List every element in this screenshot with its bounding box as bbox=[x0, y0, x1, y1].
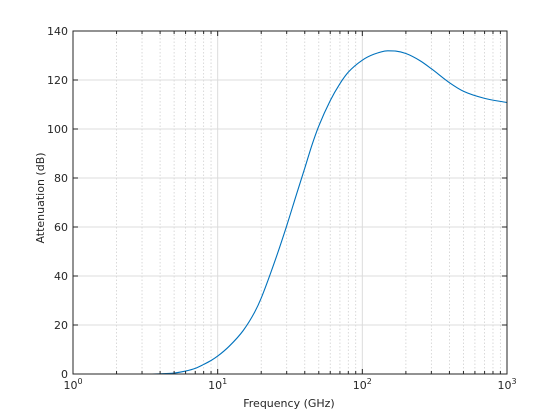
axes-box bbox=[72, 30, 508, 375]
y-axis-label: Attenuation (dB) bbox=[34, 152, 47, 243]
x-tick-label: 100 bbox=[63, 377, 82, 392]
grid bbox=[72, 30, 508, 375]
y-tick-label: 80 bbox=[54, 172, 68, 185]
x-tick-label: 103 bbox=[497, 377, 516, 392]
y-tick-label: 0 bbox=[61, 368, 68, 381]
y-tick-label: 60 bbox=[54, 221, 68, 234]
y-tick-label: 40 bbox=[54, 270, 68, 283]
y-tick-label: 120 bbox=[47, 74, 68, 87]
y-tick-label: 20 bbox=[54, 319, 68, 332]
ticks: 100 101 102 103 0 20 40 60 80 100 120 140 bbox=[47, 25, 517, 392]
x-tick-label: 102 bbox=[353, 377, 372, 392]
plot-area bbox=[72, 50, 508, 375]
y-tick-label: 140 bbox=[47, 25, 68, 38]
axes bbox=[72, 30, 508, 375]
y-tick-label: 100 bbox=[47, 123, 68, 136]
x-axis-label: Frequency (GHz) bbox=[243, 397, 334, 410]
x-tick-label: 101 bbox=[208, 377, 227, 392]
attenuation-line bbox=[72, 50, 508, 375]
